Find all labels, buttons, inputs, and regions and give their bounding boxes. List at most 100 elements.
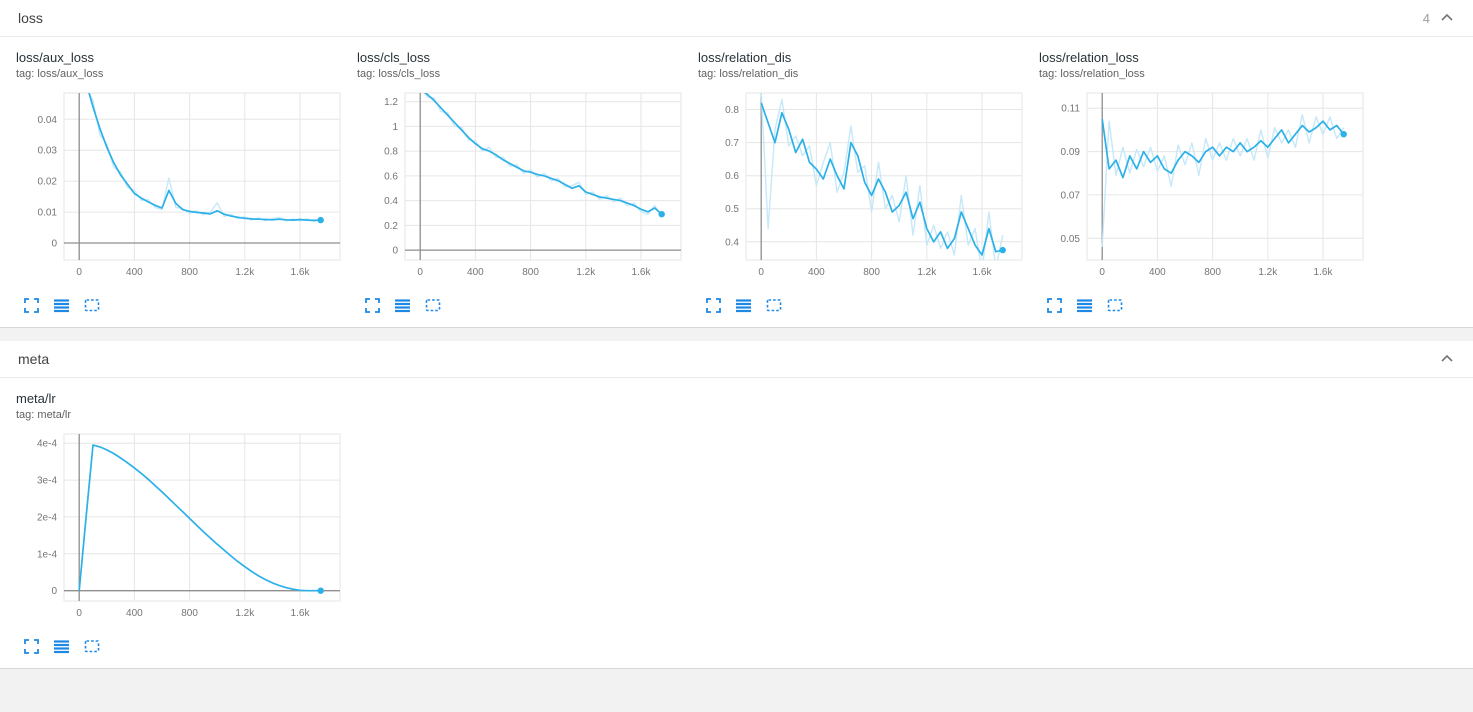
toggle-y-axis-button[interactable] [53,638,70,655]
toggle-y-axis-button[interactable] [735,297,752,314]
svg-text:400: 400 [126,267,143,278]
chart-card-aux-loss: loss/aux_loss tag: loss/aux_loss 0 400 800… [16,50,347,317]
svg-text:0.4: 0.4 [384,196,398,207]
svg-text:400: 400 [126,608,143,619]
svg-text:1.6k: 1.6k [1314,267,1334,278]
svg-text:1.2k: 1.2k [576,267,596,278]
line-chart[interactable]: 0 400 800 1.2k 1.6k 0 0.2 0.4 0.6 0.8 1 1.2 [357,88,687,288]
section-loss: loss 4 loss/aux_loss tag: loss/aux_loss … [0,0,1473,328]
expand-icon [24,297,39,313]
svg-text:1.2k: 1.2k [917,267,937,278]
chart-toolbar [1046,295,1370,315]
fit-domain-button[interactable] [424,297,442,314]
toggle-y-axis-button[interactable] [53,297,70,314]
svg-text:4e-4: 4e-4 [37,439,57,450]
chevron-up-icon[interactable] [1439,351,1455,367]
svg-text:1.6k: 1.6k [973,267,993,278]
svg-text:1e-4: 1e-4 [37,549,57,560]
svg-text:0: 0 [76,608,82,619]
lines-icon [736,298,751,312]
svg-text:400: 400 [1149,267,1166,278]
toggle-y-axis-button[interactable] [1076,297,1093,314]
scalars-dashboard: loss 4 loss/aux_loss tag: loss/aux_loss … [0,0,1473,669]
dashed-box-icon [84,639,100,652]
svg-text:400: 400 [808,267,825,278]
expand-icon [1047,297,1062,313]
chart-tag: tag: meta/lr [16,409,72,421]
chart-title: loss/aux_loss [16,50,95,65]
chart-title: loss/relation_dis [698,50,792,65]
chart-card-cls-loss: loss/cls_loss tag: loss/cls_loss 0 400 800… [357,50,688,317]
svg-text:3e-4: 3e-4 [37,476,57,487]
svg-text:0.8: 0.8 [725,105,739,116]
svg-text:800: 800 [181,267,198,278]
svg-text:1.6k: 1.6k [632,267,652,278]
expand-chart-button[interactable] [364,297,381,314]
fit-domain-button[interactable] [83,638,101,655]
chart-card-row: loss/aux_loss tag: loss/aux_loss 0 400 800… [0,37,1473,327]
svg-text:0.07: 0.07 [1061,190,1081,201]
svg-text:0.2: 0.2 [384,221,398,232]
section-header-right: 4 [1422,10,1455,26]
chart-tag: tag: loss/relation_dis [698,68,799,80]
svg-text:0: 0 [417,267,423,278]
chart-toolbar [705,295,1029,315]
svg-text:1.6k: 1.6k [291,608,311,619]
chart-title: meta/lr [16,391,56,406]
chart-title: loss/relation_loss [1039,50,1139,65]
svg-text:800: 800 [522,267,539,278]
svg-text:0: 0 [758,267,764,278]
dashed-box-icon [425,298,441,311]
svg-text:1.2: 1.2 [384,97,398,108]
svg-text:0.6: 0.6 [725,171,739,182]
svg-text:1.2k: 1.2k [235,608,255,619]
line-chart[interactable]: 0 400 800 1.2k 1.6k 0.4 0.5 0.6 0.7 0.8 [698,88,1028,288]
expand-chart-button[interactable] [23,638,40,655]
fit-domain-button[interactable] [1106,297,1124,314]
section-header-right [1422,351,1455,367]
chart-tag: tag: loss/cls_loss [357,68,441,80]
line-chart[interactable]: 0 400 800 1.2k 1.6k 0 1e-4 2e-4 3e-4 4e-4 [16,429,346,629]
section-header-meta[interactable]: meta [0,341,1473,378]
fit-domain-button[interactable] [83,297,101,314]
lines-icon [54,639,69,653]
chart-tag: tag: loss/relation_loss [1039,68,1145,80]
chart-card-relation-loss: loss/relation_loss tag: loss/relation_lo… [1039,50,1370,317]
line-chart[interactable]: 0 400 800 1.2k 1.6k 0 0.01 0.02 0.03 0.04 [16,88,346,288]
svg-text:0: 0 [51,239,57,250]
section-title: loss [18,10,43,26]
chevron-up-icon[interactable] [1439,10,1455,26]
svg-text:400: 400 [467,267,484,278]
svg-text:1.2k: 1.2k [235,267,255,278]
expand-chart-button[interactable] [23,297,40,314]
svg-text:800: 800 [181,608,198,619]
section-meta: meta meta/lr tag: meta/lr 0 400 800 1.2k 1.6… [0,341,1473,669]
svg-text:0: 0 [51,586,57,597]
fit-domain-button[interactable] [765,297,783,314]
svg-text:0.5: 0.5 [725,204,739,215]
svg-text:1.6k: 1.6k [291,267,311,278]
expand-chart-button[interactable] [705,297,722,314]
svg-text:0.09: 0.09 [1061,147,1081,158]
dashed-box-icon [1107,298,1123,311]
line-chart[interactable]: 0 400 800 1.2k 1.6k 0.05 0.07 0.09 0.11 [1039,88,1369,288]
svg-text:0.02: 0.02 [38,177,58,188]
svg-text:800: 800 [863,267,880,278]
svg-text:0.04: 0.04 [38,115,58,126]
expand-chart-button[interactable] [1046,297,1063,314]
svg-text:1.2k: 1.2k [1258,267,1278,278]
svg-text:800: 800 [1204,267,1221,278]
expand-icon [24,638,39,654]
svg-text:0: 0 [1099,267,1105,278]
lines-icon [1077,298,1092,312]
expand-icon [365,297,380,313]
svg-text:0: 0 [76,267,82,278]
section-header-loss[interactable]: loss 4 [0,0,1473,37]
svg-text:0.01: 0.01 [38,208,58,219]
dashed-box-icon [84,298,100,311]
svg-text:0.03: 0.03 [38,146,58,157]
svg-text:0.6: 0.6 [384,171,398,182]
chart-toolbar [364,295,688,315]
expand-icon [706,297,721,313]
toggle-y-axis-button[interactable] [394,297,411,314]
